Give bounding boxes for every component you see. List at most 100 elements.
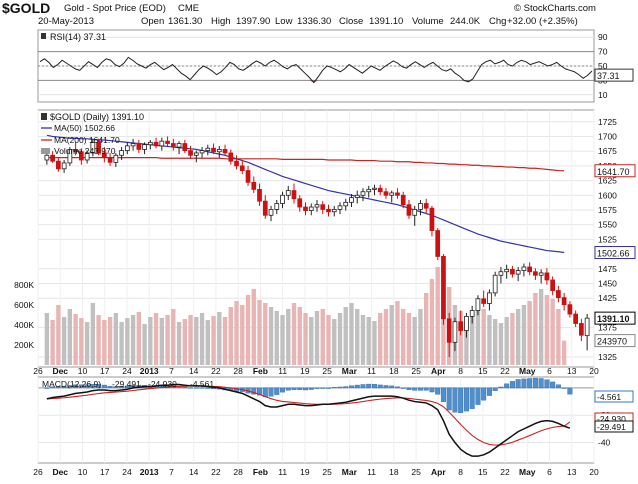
volume-bar [217,312,222,365]
candle-body [452,321,458,343]
volume-bar [492,319,498,365]
volume-bar [234,301,239,365]
candle-body [130,143,136,147]
x-axis-label-lower: Feb [253,467,268,477]
macd-tick-label: -40 [598,438,611,448]
macd-histogram-bar [458,387,464,413]
candle-body [515,270,521,275]
volume-bar [314,311,320,365]
x-axis-label-upper: Apr [431,366,446,376]
volume-layer [44,267,567,365]
volume-bar [481,309,486,365]
candle-body [584,317,590,337]
candle-body [274,203,280,210]
candle-body [124,145,130,151]
candle-body [234,160,239,167]
volume-bar [56,305,61,365]
macd-histogram-bar [188,387,194,389]
macd-histogram-bar [343,386,349,389]
macd-histogram-bar [124,385,130,389]
candle-body [544,272,550,281]
x-axis-label-lower: 22 [211,467,221,477]
macd-histogram-bar [394,386,400,389]
ma200-legend: MA(200) 1641.70 [54,135,120,145]
x-axis-label-lower: 11 [367,467,376,477]
macd-histogram-bar [504,383,510,389]
close-label: Close [339,16,363,27]
macd-histogram-bar [417,387,423,391]
price-value-label: 1641.70 [597,167,630,177]
close-value: 1391.10 [369,16,403,27]
volume-bar [538,289,544,365]
price-legend-icon [41,113,47,120]
macd-histogram-bar [308,387,314,390]
price-value-box [594,164,636,178]
volume-bar [458,311,463,365]
candle-body [73,149,78,153]
macd-histogram-bar [297,387,303,391]
rsi-title-text: RSI(14) 37.31 [50,32,106,42]
candle-body [458,321,464,331]
volume-bar [378,313,383,365]
price-tick-label: 1700 [598,131,617,141]
volume-bar [383,309,389,365]
volume-bar [240,305,245,365]
x-axis-label-lower: 2013 [140,467,159,477]
macd-histogram-bar [498,386,504,389]
open-label: Open [141,16,164,27]
candle-body [147,141,153,146]
macd-histogram-bar [412,387,418,391]
candle-body [418,203,423,210]
candle-body [245,170,251,183]
volume-bar [464,317,469,365]
volume-tick-label: 600K [14,300,34,310]
volume-bar [61,317,67,365]
candle-body [533,271,538,276]
x-axis-label-upper: 28 [233,366,243,376]
candlestick-layer [44,136,590,358]
candle-body [349,197,354,203]
macd-histogram-bar [268,387,274,397]
macd-value-label: -4.561 [597,392,621,402]
candle-body [429,207,435,231]
rsi-tick-label: 10 [598,90,608,100]
candle-body [573,313,578,324]
volume-bar [188,315,193,365]
macd-histogram-bar [84,384,90,389]
volume-bar [96,315,101,365]
volume-bar [211,316,216,365]
x-axis-label-upper: 13 [567,366,577,376]
macd-histogram-bar [50,386,56,389]
price-value-box [594,334,636,348]
x-axis-label-upper: 10 [78,366,88,376]
volume-bar [504,317,509,365]
volume-bar [366,317,371,365]
macd-histogram-bar [389,385,395,389]
x-axis-label-lower: Apr [431,467,446,477]
candle-body [395,192,400,196]
volume-bar [521,305,527,365]
x-axis-label-upper: 2013 [140,366,159,376]
candle-body [360,191,366,196]
candle-body [96,141,101,154]
macd-histogram-bar [527,378,533,389]
macd-histogram-bar [199,387,205,389]
x-axis-label-lower: 26 [33,467,43,477]
macd-legend-macd: -29.491 [112,379,141,389]
candle-body [372,187,377,190]
macd-histogram-bar [423,387,429,391]
price-value-label: 243970 [597,337,627,347]
volume-bar [337,313,343,365]
x-axis-label-upper: 15 [478,366,488,376]
candle-body [303,206,308,211]
rsi-value-box [594,68,634,82]
volume-bar [257,300,262,365]
candle-body [153,141,159,147]
macd-histogram-bar [371,384,377,389]
volume-bar [332,319,337,365]
macd-value-box [594,420,634,433]
volume-bar [286,309,291,365]
volume-bar [303,313,308,365]
x-axis-label-upper: Feb [253,366,268,376]
